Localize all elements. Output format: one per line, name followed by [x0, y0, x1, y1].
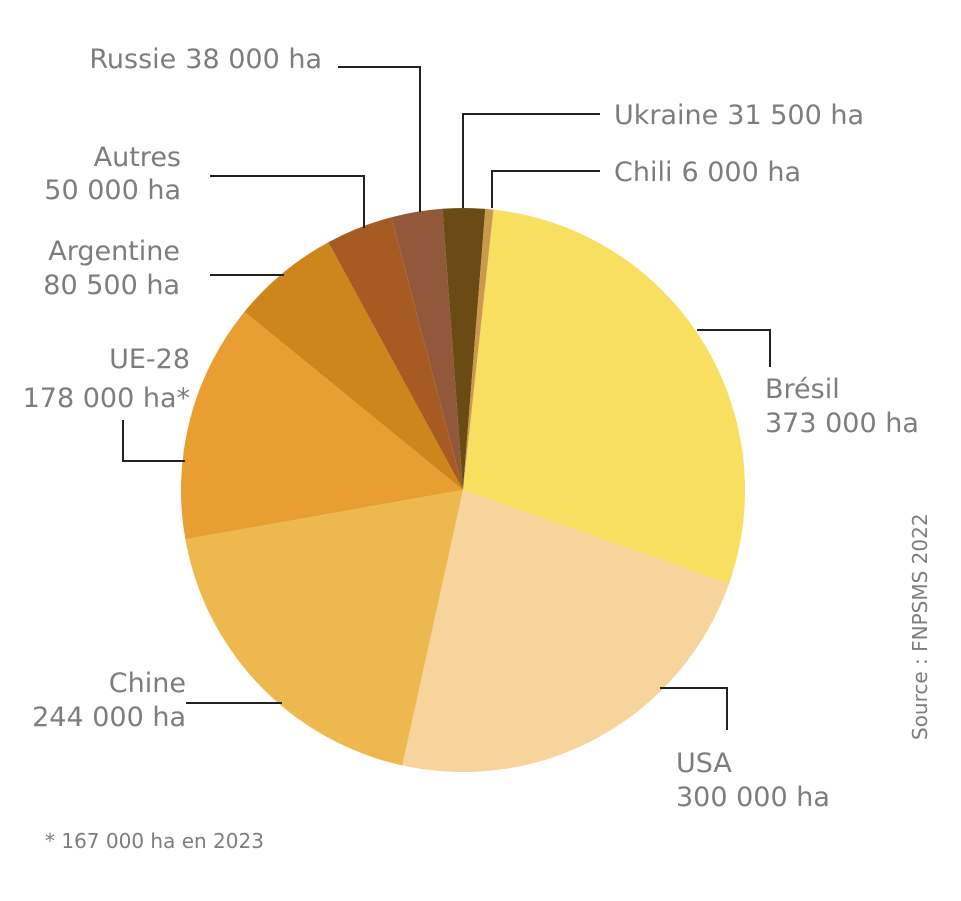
- value-label: 300 000 ha: [676, 782, 830, 813]
- value-label: 50 000 ha: [44, 175, 181, 206]
- pie-slice: [328, 217, 463, 490]
- value-label: 31 500 ha: [727, 100, 864, 131]
- pie-slice: [442, 208, 486, 490]
- pie-slice: [402, 490, 729, 772]
- value-label: 244 000 ha: [32, 702, 186, 733]
- leader-line: [660, 687, 728, 730]
- footnote: * 167 000 ha en 2023: [45, 829, 264, 853]
- value-label: 80 500 ha: [43, 270, 180, 301]
- leader-line: [338, 66, 421, 212]
- slice-label: Russie 38 000 ha: [89, 44, 322, 75]
- pie-slice: [244, 242, 463, 490]
- category-label: Russie: [89, 44, 176, 75]
- pie-slice: [185, 490, 463, 766]
- category-label: Argentine: [48, 236, 180, 267]
- pie-slice: [463, 209, 745, 584]
- category-label: Ukraine: [614, 100, 718, 131]
- category-label: UE-28: [109, 344, 190, 375]
- pie-slice: [181, 311, 464, 540]
- category-label: Brésil: [765, 374, 840, 405]
- leader-line: [491, 170, 600, 208]
- category-label: Chili: [614, 157, 672, 188]
- value-label: 373 000 ha: [765, 408, 919, 439]
- category-label: Autres: [94, 142, 181, 173]
- leader-line: [462, 113, 600, 208]
- slice-label: Chili 6 000 ha: [614, 157, 801, 188]
- source: Source : FNPSMS 2022: [908, 513, 932, 740]
- pie-slice: [463, 208, 494, 491]
- value-label: 38 000 ha: [185, 44, 322, 75]
- leader-line: [210, 175, 365, 228]
- slice-label: Ukraine 31 500 ha: [614, 100, 864, 131]
- category-label: USA: [676, 748, 732, 779]
- leader-line: [697, 329, 771, 367]
- category-label: Chine: [109, 668, 186, 699]
- leader-line: [122, 420, 185, 462]
- value-label: 6 000 ha: [681, 157, 801, 188]
- value-label: 178 000 ha*: [23, 383, 190, 414]
- pie-slice: [391, 208, 463, 491]
